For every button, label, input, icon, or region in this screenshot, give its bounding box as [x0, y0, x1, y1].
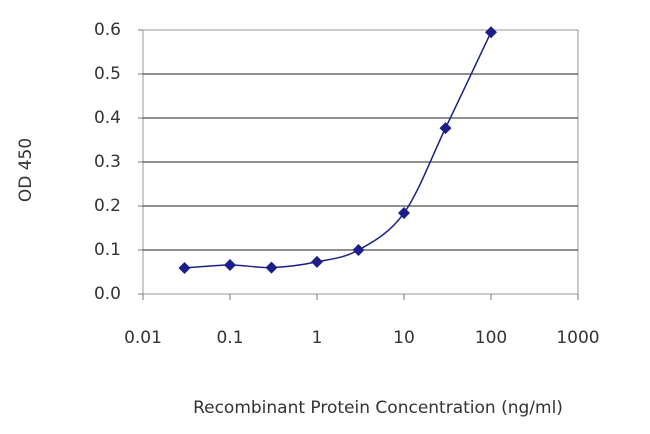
- data-line: [184, 31, 492, 269]
- data-point: [224, 258, 236, 271]
- y-tick-label: 0.3: [94, 152, 121, 172]
- y-tick-label: 0.4: [94, 108, 121, 128]
- y-tick-label: 0.6: [94, 20, 121, 40]
- data-point: [311, 255, 323, 268]
- data-point: [265, 261, 278, 274]
- data-point: [398, 207, 410, 220]
- y-tick-label: 0.1: [94, 240, 121, 260]
- x-tick-label: 100: [475, 328, 507, 348]
- y-tick-label: 0.5: [94, 64, 121, 84]
- data-point: [352, 244, 365, 256]
- y-axis-label: OD 450: [16, 138, 36, 202]
- data-point: [178, 262, 191, 275]
- x-tick-label: 10: [393, 328, 415, 348]
- x-tick-label: 1000: [556, 328, 599, 348]
- x-tick-label: 1: [312, 328, 323, 348]
- y-tick-label: 0.0: [94, 284, 121, 304]
- x-tick-label: 0.01: [124, 328, 162, 348]
- data-point: [485, 26, 497, 39]
- data-point: [439, 122, 452, 135]
- x-axis-label: Recombinant Protein Concentration (ng/ml…: [193, 398, 563, 418]
- x-tick-label: 0.1: [216, 328, 243, 348]
- y-tick-label: 0.2: [94, 196, 121, 216]
